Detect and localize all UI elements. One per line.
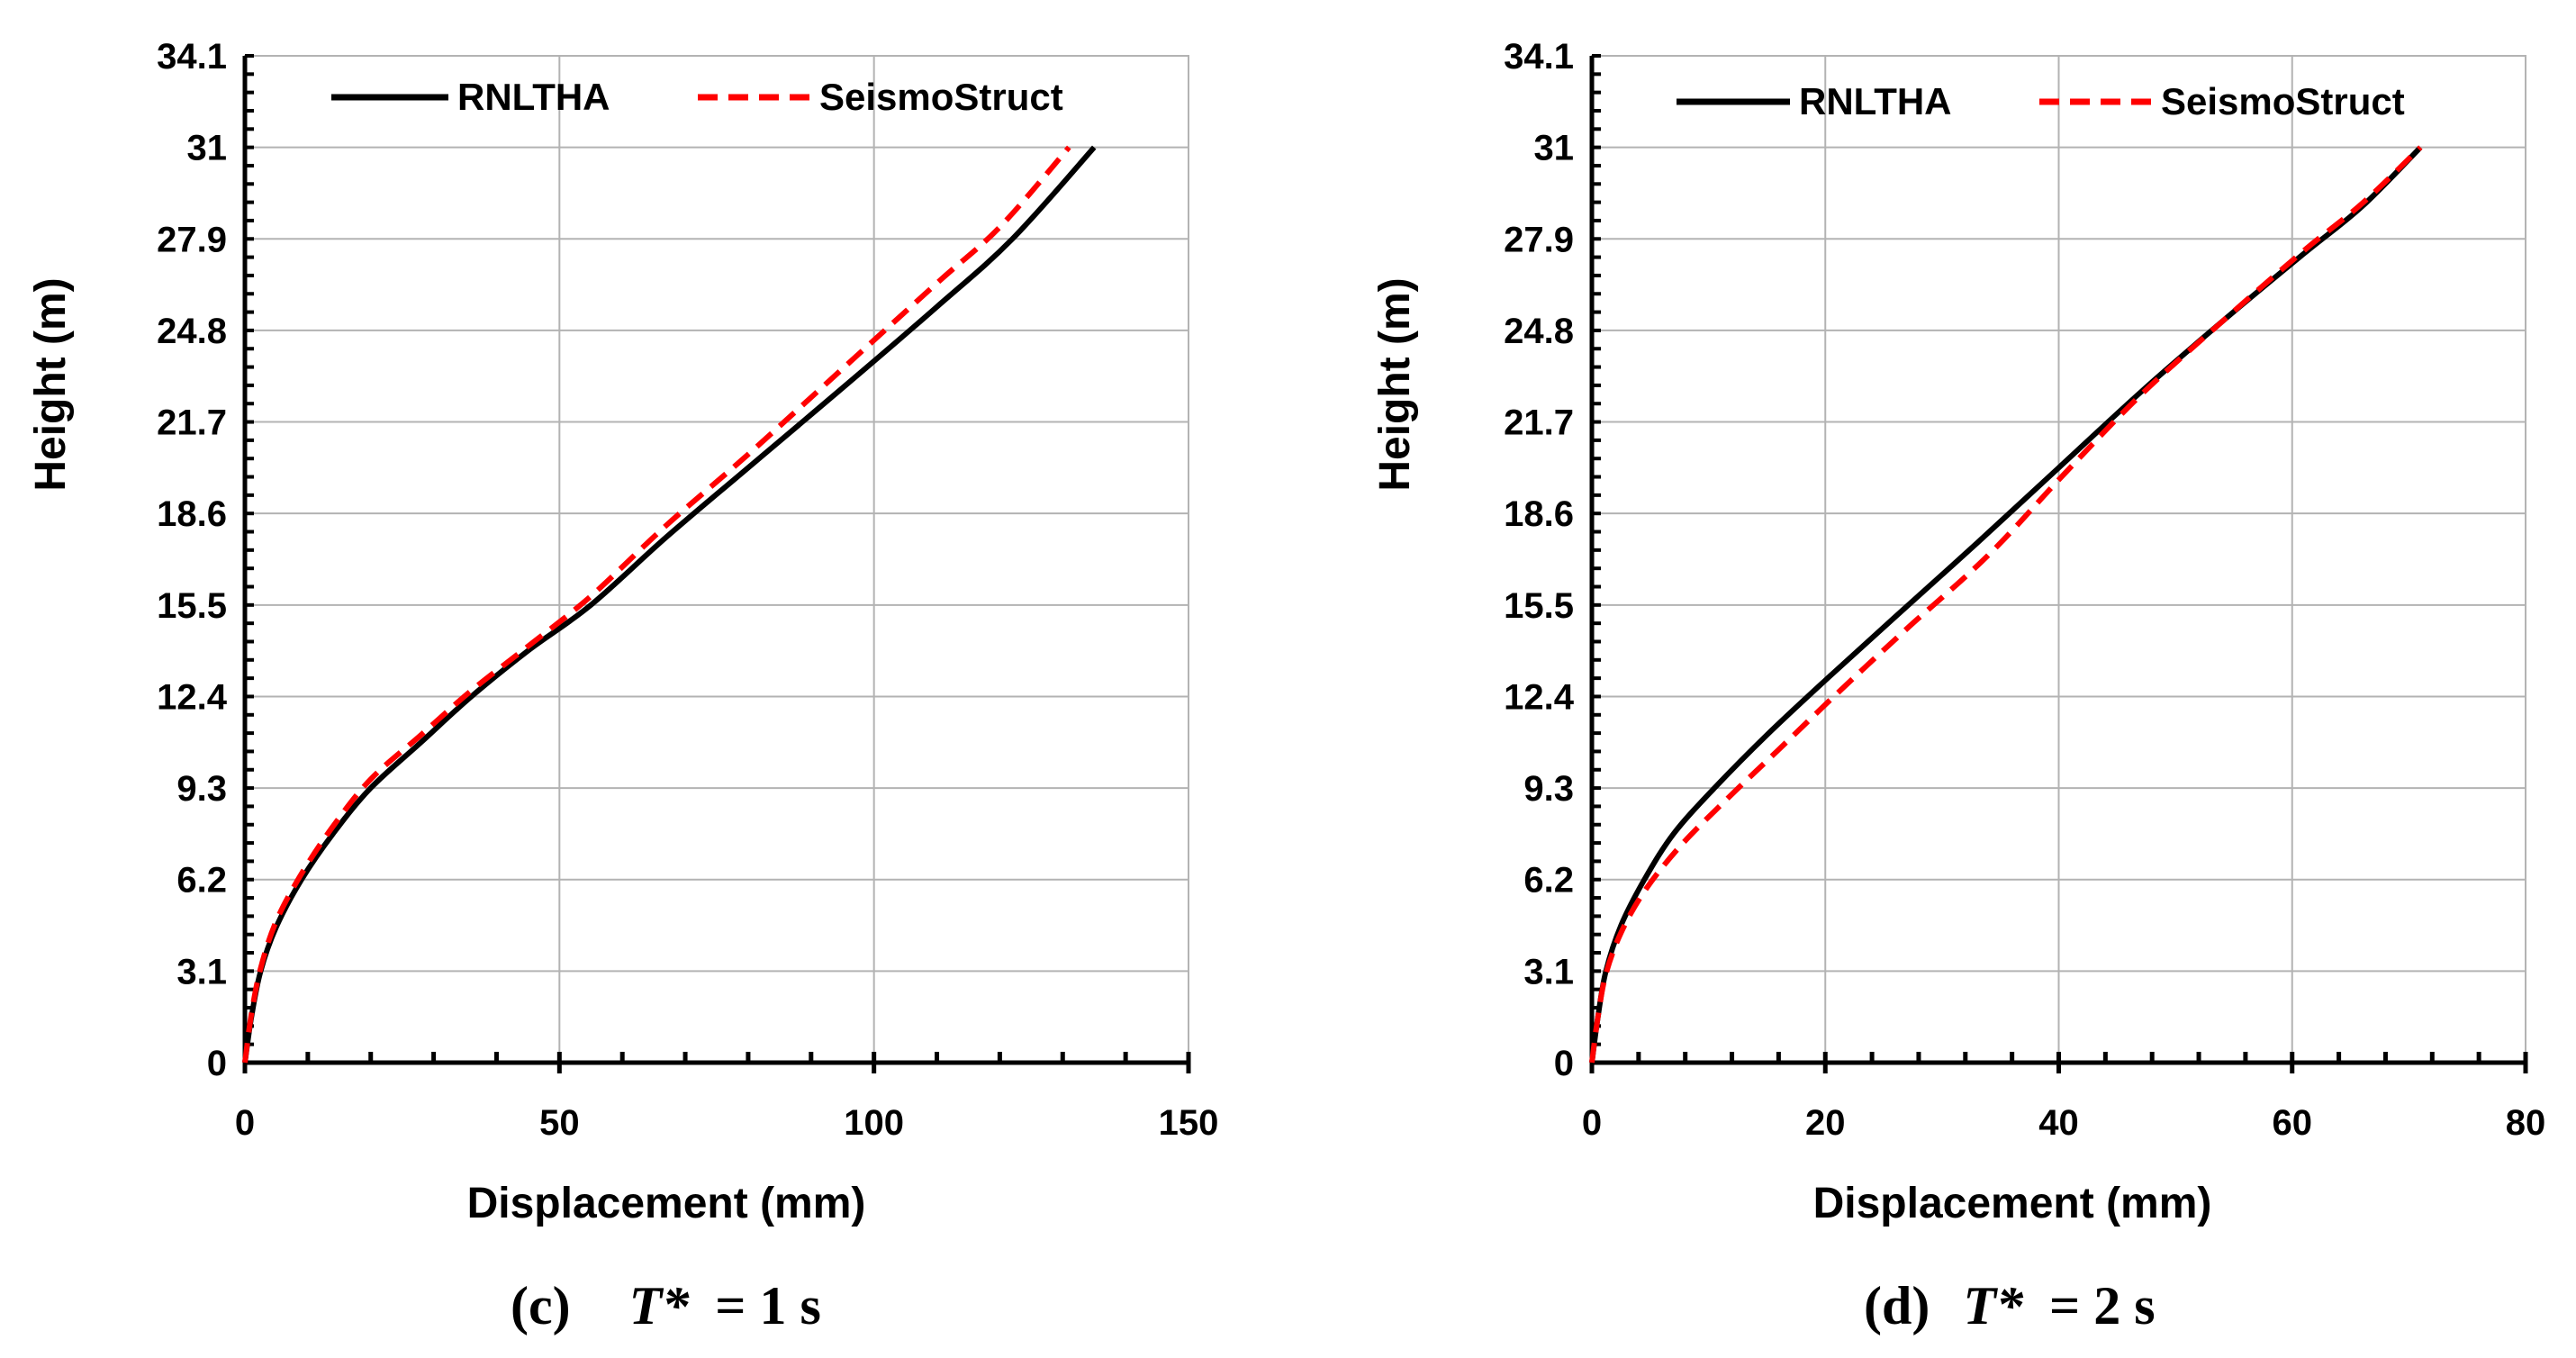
panel-c-y-tick-label: 15.5 — [157, 586, 227, 626]
panel-c-x-axis-title: Displacement (mm) — [467, 1180, 866, 1227]
panel-d-series — [1589, 145, 2423, 1064]
panel-d-y-tick-label: 9.3 — [1523, 769, 1574, 809]
panel-c-y-tick-label: 21.7 — [157, 403, 227, 443]
panel-d-x-tick-label: 0 — [1582, 1103, 1602, 1143]
svg-text:(d) T* = 2 s: (d) T* = 2 s — [1864, 1276, 2156, 1335]
panel-c-tick-labels: 0 3.1 6.2 9.3 12.4 15.5 18.6 21.7 24.8 27.9 31 34.1… — [157, 37, 1218, 1143]
panel-c-y-tick-label: 6.2 — [176, 861, 227, 901]
panel-d-caption-value: = 2 s — [2049, 1276, 2156, 1335]
panel-d-caption: (d) T* = 2 s — [1864, 1276, 2156, 1335]
panel-d-y-tick-label: 0 — [1554, 1044, 1574, 1083]
panel-c-y-tick-label: 31 — [187, 129, 228, 168]
panel-d-y-axis-title: Height (m) — [1371, 277, 1419, 491]
panel-c-legend-label-rnltha: RNLTHA — [457, 76, 610, 118]
panel-c-caption-value: = 1 s — [715, 1276, 821, 1335]
panel-d-legend-label-rnltha: RNLTHA — [1799, 80, 1952, 122]
panel-d-tick-labels: 0 3.1 6.2 9.3 12.4 15.5 18.6 21.7 24.8 27.9 31 34.1… — [1504, 37, 2545, 1143]
panel-d-y-tick-label: 34.1 — [1504, 37, 1574, 77]
panel-d-series-rnltha — [1589, 145, 2423, 1064]
panel-c-y-tick-label: 3.1 — [176, 952, 227, 991]
panel-c-chart: 0 3.1 6.2 9.3 12.4 15.5 18.6 21.7 24.8 27.9 31 34.1… — [27, 37, 1218, 1335]
panel-d-y-tick-label: 24.8 — [1504, 312, 1574, 351]
panel-c-caption-letter: (c) — [511, 1276, 571, 1335]
panel-d-caption-letter: (d) — [1864, 1276, 1930, 1335]
panel-d-y-tick-label: 27.9 — [1504, 220, 1574, 259]
panel-d-gridlines — [1591, 55, 2526, 1064]
panel-d-y-tick-label: 12.4 — [1504, 677, 1575, 717]
panel-c-series-seismostruct — [242, 145, 1071, 1064]
panel-c-x-tick-label: 150 — [1159, 1103, 1219, 1143]
panel-c-y-tick-label: 12.4 — [157, 677, 228, 717]
panel-d-x-axis-title: Displacement (mm) — [1813, 1180, 2212, 1227]
panel-d-legend-label-seismostruct: SeismoStruct — [2161, 80, 2405, 122]
panel-c-legend: RNLTHA SeismoStruct — [331, 76, 1063, 118]
panel-d-y-tick-label: 31 — [1534, 129, 1575, 168]
panel-c-plot-area — [244, 55, 1189, 1064]
panel-d-caption-symbol: T* — [1963, 1276, 2024, 1335]
panel-d-y-tick-label: 6.2 — [1523, 861, 1574, 901]
panel-c-x-tick-label: 50 — [539, 1103, 580, 1143]
svg-text:(c) T* = 1 s: (c) T* = 1 s — [511, 1276, 821, 1335]
panel-d-y-tick-label: 3.1 — [1523, 952, 1574, 991]
panel-d-x-tick-label: 60 — [2273, 1103, 2313, 1143]
panel-c-y-tick-label: 9.3 — [176, 769, 227, 809]
panel-d-x-tick-label: 40 — [2038, 1103, 2079, 1143]
panel-c-y-tick-label: 34.1 — [157, 37, 227, 77]
panel-c-legend-label-seismostruct: SeismoStruct — [819, 76, 1063, 118]
panel-c-y-tick-label: 0 — [207, 1044, 227, 1083]
panel-c-gridlines — [244, 55, 1189, 1064]
panel-c-caption: (c) T* = 1 s — [511, 1276, 821, 1335]
panel-c-y-tick-label: 18.6 — [157, 494, 227, 534]
panel-c-y-tick-label: 27.9 — [157, 220, 227, 259]
panel-c-caption-symbol: T* — [629, 1276, 691, 1335]
panel-d-y-tick-label: 18.6 — [1504, 494, 1574, 534]
panel-c-y-tick-label: 24.8 — [157, 312, 227, 351]
panel-c-x-tick-label: 100 — [844, 1103, 904, 1143]
panel-c-y-axis-title: Height (m) — [27, 277, 75, 491]
panel-d-y-tick-label: 15.5 — [1504, 586, 1574, 626]
panel-c-x-tick-label: 0 — [235, 1103, 255, 1143]
panel-d-x-tick-label: 80 — [2506, 1103, 2546, 1143]
panel-d-chart: 0 3.1 6.2 9.3 12.4 15.5 18.6 21.7 24.8 27.9 31 34.1… — [1371, 37, 2545, 1335]
panel-c-series — [242, 145, 1097, 1064]
panel-d-series-seismostruct — [1589, 145, 2423, 1064]
panel-d-legend: RNLTHA SeismoStruct — [1677, 80, 2405, 122]
panel-c-axes — [242, 54, 1191, 1073]
panel-d-x-tick-label: 20 — [1805, 1103, 1846, 1143]
panel-d-y-tick-label: 21.7 — [1504, 403, 1574, 443]
